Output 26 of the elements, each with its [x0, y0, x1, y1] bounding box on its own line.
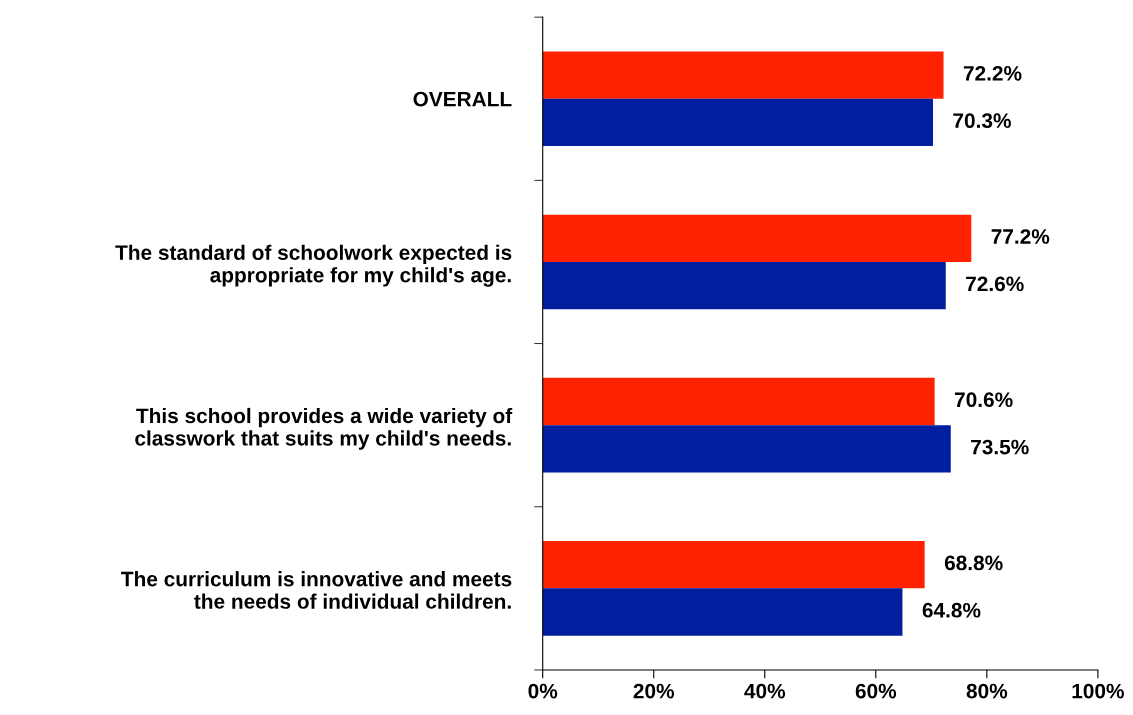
- y-tick-label: The standard of schoolwork expected is appropriate for my child's age.: [115, 244, 512, 287]
- data-label: 72.6%: [966, 276, 1024, 292]
- x-tick-label: 100%: [1072, 683, 1124, 699]
- x-tick-label: 40%: [744, 683, 786, 699]
- bar: [542, 588, 903, 636]
- data-label: 70.3%: [953, 113, 1011, 129]
- bar: [542, 377, 935, 426]
- x-tick-label: 60%: [855, 683, 897, 699]
- data-label: 77.2%: [991, 229, 1050, 244]
- data-label: 72.2%: [963, 65, 1022, 81]
- bar: [542, 541, 925, 589]
- x-tick-label: 20%: [633, 683, 675, 699]
- bar: [542, 425, 951, 473]
- data-label: 73.5%: [971, 439, 1029, 455]
- y-tick-label: This school provides a wide variety of classwork that suits my child's needs.: [135, 407, 513, 450]
- y-tick-label: The curriculum is innovative and meets the needs of individual children.: [121, 571, 512, 609]
- data-label: 70.6%: [955, 392, 1013, 408]
- bar: [542, 261, 946, 310]
- bar: [542, 51, 944, 99]
- y-tick-label: OVERALL: [413, 91, 512, 107]
- data-label: 68.8%: [944, 555, 1003, 571]
- bar: [542, 214, 972, 262]
- x-tick-label: 0%: [528, 683, 558, 699]
- x-tick-label: 80%: [966, 683, 1008, 699]
- data-label: 64.8%: [922, 602, 981, 618]
- bar: [542, 98, 933, 147]
